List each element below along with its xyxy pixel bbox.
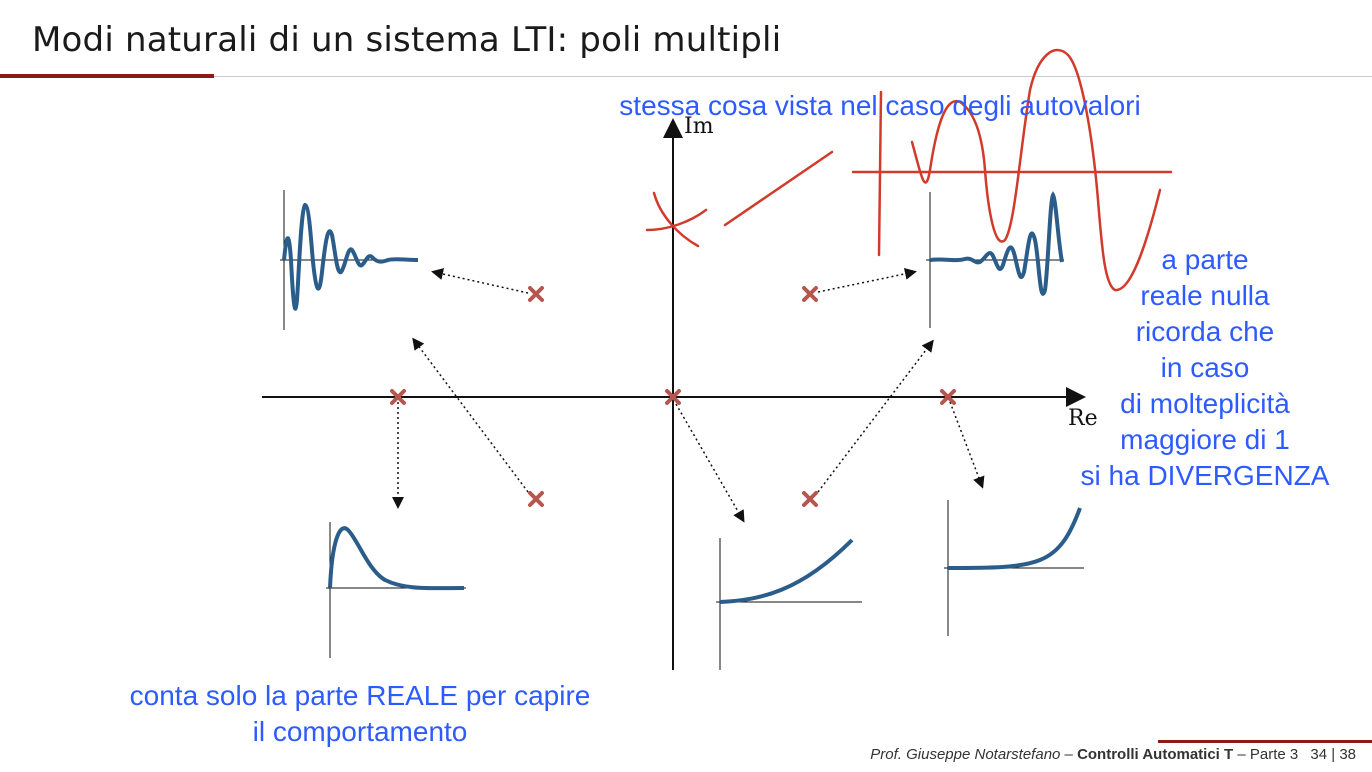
footer-author: Prof. Giuseppe Notarstefano	[870, 746, 1061, 763]
mode-curve	[282, 202, 419, 311]
footer-course: Controlli Automatici T	[1077, 746, 1234, 763]
imag-axis-label: Im	[684, 114, 714, 139]
right-annotation-line: si ha DIVERGENZA	[1080, 460, 1330, 491]
bottom-annotation-line: conta solo la parte REALE per capire	[129, 680, 591, 711]
connector-lower-right	[817, 339, 934, 493]
pole-marker	[802, 286, 818, 302]
ink-stroke	[877, 90, 883, 257]
mode-plot-decaying-hump	[326, 522, 466, 658]
mode-curve	[719, 538, 854, 604]
handwritten-sketch	[645, 48, 1173, 292]
mode-curve	[947, 507, 1082, 570]
footer-accent-rule	[1158, 740, 1372, 743]
connector-origin	[675, 403, 745, 523]
right-annotation-line: a parte	[1161, 244, 1249, 275]
footer-separator: –	[1060, 746, 1078, 763]
connector-lower-left	[412, 337, 529, 493]
mode-plot-polynomial-growth	[716, 538, 862, 670]
right-annotation-line: di molteplicità	[1120, 388, 1290, 419]
connector-upper-right	[817, 267, 917, 293]
mode-curve	[929, 191, 1064, 296]
title-accent-rule	[0, 74, 214, 78]
real-axis-label: Re	[1068, 406, 1098, 431]
mode-curve	[328, 526, 465, 591]
mode-plot-exponential-growth	[944, 500, 1084, 636]
pole-marker	[528, 491, 544, 507]
right-annotation-line: ricorda che	[1135, 316, 1275, 347]
footer-page-total: 38	[1339, 746, 1356, 763]
footer-page-number: 34	[1310, 746, 1328, 763]
ink-stroke	[723, 150, 834, 227]
top-annotation: stessa cosa vista nel caso degli autoval…	[619, 90, 1141, 121]
footer-part: – Parte 3	[1233, 746, 1299, 763]
pole-marker	[528, 286, 544, 302]
poles	[390, 286, 956, 507]
bottom-annotation: conta solo la parte REALE per capire il …	[80, 678, 640, 750]
ink-stroke	[910, 48, 1162, 292]
connector-real-positive	[949, 401, 985, 489]
right-annotation-line: maggiore di 1	[1120, 424, 1290, 455]
pole-marker	[665, 389, 681, 405]
ink-stroke	[645, 208, 708, 232]
connector-upper-left	[431, 268, 529, 294]
pole-marker	[802, 491, 818, 507]
ink-stroke	[652, 191, 700, 248]
right-annotation: a parte reale nulla ricorda che in caso …	[1040, 242, 1370, 494]
right-annotation-line: in caso	[1160, 352, 1250, 383]
title-divider	[214, 76, 1372, 77]
bottom-annotation-line: il comportamento	[252, 716, 468, 747]
right-annotation-line: reale nulla	[1140, 280, 1270, 311]
slide-footer: Prof. Giuseppe Notarstefano – Controlli …	[870, 746, 1356, 763]
mode-plot-growing-oscillation	[926, 191, 1064, 328]
pole-mode-connectors	[392, 267, 985, 523]
pole-marker	[390, 389, 406, 405]
slide-title: Modi naturali di un sistema LTI: poli mu…	[32, 20, 782, 60]
pole-marker	[940, 389, 956, 405]
mode-plot-damped-oscillation	[280, 190, 419, 330]
